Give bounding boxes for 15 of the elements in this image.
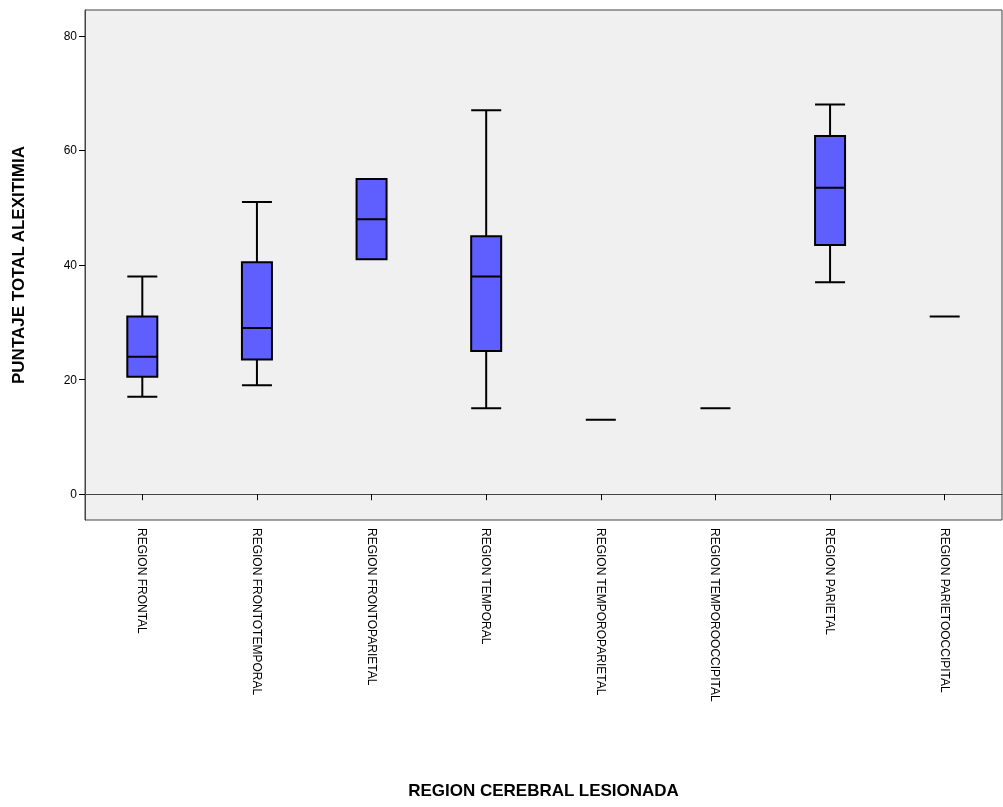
- x-tick-label: REGION PARIETAL: [823, 528, 838, 636]
- y-axis-title: PUNTAJE TOTAL ALEXITIMIA: [9, 145, 28, 385]
- x-tick-label: REGION TEMPOROOCCIPITAL: [708, 528, 723, 702]
- x-axis-title: REGION CEREBRAL LESIONADA: [408, 781, 679, 800]
- y-tick-label: 40: [63, 258, 78, 272]
- x-tick-label: REGION TEMPOROPARIETAL: [593, 528, 608, 696]
- x-tick-label: REGION PARIETOOCCIPITAL: [937, 528, 952, 694]
- y-tick-label: 80: [63, 28, 78, 43]
- x-tick-label: REGION FRONTAL: [135, 528, 150, 635]
- y-tick-label: 20: [63, 372, 78, 387]
- x-tick-label: REGION FRONTOPARIETAL: [364, 528, 379, 686]
- x-tick-label: REGION TEMPORAL: [479, 528, 494, 645]
- y-tick-label: 0: [70, 487, 78, 502]
- x-tick-label: REGION FRONTOTEMPORAL: [249, 528, 264, 696]
- y-tick-label: 60: [63, 143, 78, 158]
